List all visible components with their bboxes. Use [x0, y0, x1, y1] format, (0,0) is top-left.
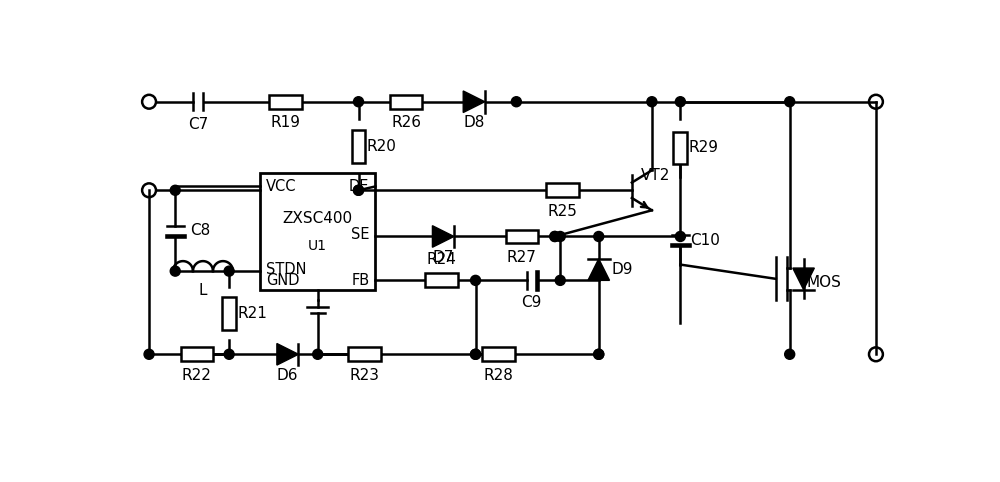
Bar	[352, 130, 365, 162]
Bar	[482, 348, 515, 361]
Text: SE: SE	[351, 228, 369, 242]
Polygon shape	[277, 344, 298, 365]
Circle shape	[555, 231, 565, 241]
Text: R21: R21	[237, 306, 267, 321]
Text: R29: R29	[688, 140, 718, 155]
Text: R26: R26	[391, 115, 421, 130]
Text: STDN: STDN	[266, 262, 307, 277]
Text: D7: D7	[433, 250, 454, 265]
Circle shape	[675, 231, 685, 241]
Text: D6: D6	[277, 368, 298, 383]
Circle shape	[144, 349, 154, 359]
Polygon shape	[588, 259, 610, 281]
Bar	[506, 229, 538, 243]
Bar	[222, 297, 236, 330]
Circle shape	[471, 349, 481, 359]
Text: R20: R20	[367, 139, 397, 154]
Circle shape	[511, 97, 521, 107]
Text: C8: C8	[190, 223, 210, 238]
Text: L: L	[199, 283, 207, 298]
Polygon shape	[432, 226, 454, 247]
Circle shape	[555, 275, 565, 285]
Text: R25: R25	[548, 203, 577, 218]
Text: R19: R19	[270, 115, 300, 130]
Circle shape	[785, 97, 795, 107]
Text: D8: D8	[463, 115, 485, 130]
Circle shape	[353, 185, 364, 195]
Polygon shape	[793, 268, 814, 290]
Text: GND: GND	[266, 273, 300, 288]
Bar	[181, 348, 213, 361]
Circle shape	[647, 97, 657, 107]
Text: C9: C9	[522, 295, 542, 310]
Circle shape	[594, 349, 604, 359]
Text: VCC: VCC	[266, 179, 297, 194]
Text: R24: R24	[427, 252, 457, 267]
Text: FB: FB	[351, 273, 369, 288]
Text: C7: C7	[188, 117, 208, 132]
Text: R23: R23	[350, 368, 380, 383]
Bar	[348, 348, 381, 361]
Bar	[673, 132, 687, 164]
Circle shape	[353, 97, 364, 107]
Circle shape	[170, 266, 180, 276]
Circle shape	[224, 266, 234, 276]
Text: MOS: MOS	[807, 275, 842, 290]
Text: D9: D9	[611, 262, 633, 277]
Circle shape	[785, 349, 795, 359]
Circle shape	[471, 275, 481, 285]
Text: R22: R22	[182, 368, 212, 383]
Text: R27: R27	[507, 250, 537, 265]
Circle shape	[224, 349, 234, 359]
Bar	[269, 95, 302, 108]
Text: DE: DE	[349, 179, 369, 194]
Text: VT2: VT2	[641, 168, 670, 183]
Text: R28: R28	[484, 368, 514, 383]
Polygon shape	[463, 91, 485, 112]
Bar	[425, 273, 458, 287]
Bar	[546, 183, 579, 197]
Circle shape	[471, 349, 481, 359]
Circle shape	[170, 185, 180, 195]
Circle shape	[675, 97, 685, 107]
Text: U1: U1	[308, 239, 327, 253]
Circle shape	[594, 349, 604, 359]
Circle shape	[313, 349, 323, 359]
Bar	[390, 95, 422, 108]
Text: C10: C10	[690, 233, 720, 248]
Bar	[260, 174, 375, 290]
Text: ZXSC400: ZXSC400	[283, 211, 353, 226]
Circle shape	[353, 185, 364, 195]
Circle shape	[550, 231, 560, 241]
Circle shape	[550, 231, 560, 241]
Circle shape	[594, 231, 604, 241]
